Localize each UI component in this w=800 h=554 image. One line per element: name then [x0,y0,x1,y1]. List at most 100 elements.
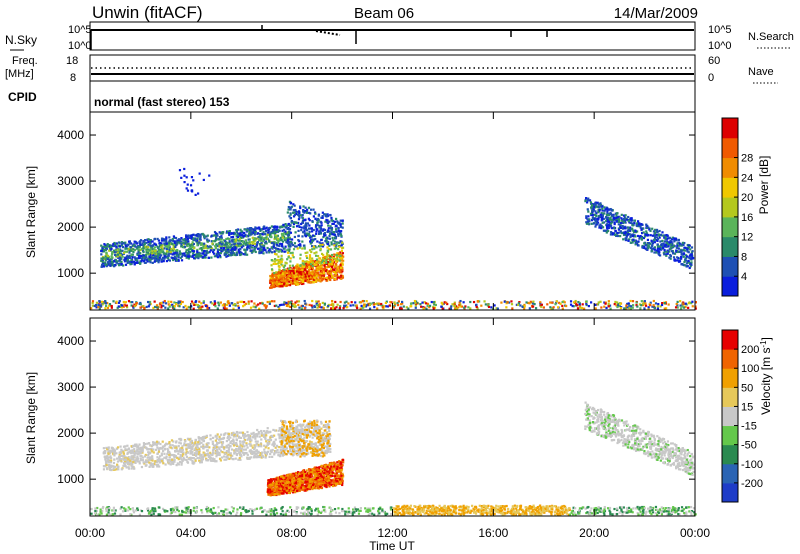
echo-cell [268,227,271,230]
echo-cell [327,304,330,308]
echo-cell [298,225,301,229]
echo-cell [426,304,429,307]
echo-cell [114,249,118,252]
echo-cell [124,247,127,250]
echo-cell [329,232,332,235]
echo-cell [283,239,287,242]
echo-cell [645,248,648,251]
echo-cell [329,278,332,282]
echo-cell [203,242,206,245]
echo-cell [166,244,169,248]
echo-cell [270,246,273,249]
echo-cell [261,249,264,252]
echo-cell [352,304,355,307]
echo-cell [196,244,199,247]
echo-cell [312,215,315,218]
echo-cell [636,224,639,228]
echo-cell [245,241,248,244]
colorbar-segment [722,216,738,238]
echo-cell [334,257,337,260]
echo-cell [195,254,198,257]
echo-cell [229,252,233,255]
echo-cell [177,300,180,303]
echo-cell [341,256,344,259]
nsearch-tick-top: 10^5 [708,24,732,36]
echo-cell [315,267,318,270]
echo-cell [283,279,286,282]
echo-cell [256,227,259,230]
echo-cell [264,240,268,243]
echo-cell [260,228,263,231]
echo-cell [605,219,608,223]
echo-cell [314,434,317,438]
echo-cell [145,241,148,244]
echo-cell [609,211,612,214]
echo-cell [173,236,176,239]
echo-cell [239,236,242,240]
echo-cell [312,228,315,232]
echo-cell [263,304,266,307]
echo-cell [304,228,308,231]
echo-cell [163,299,166,303]
echo-cell [321,215,324,218]
echo-cell [292,215,296,218]
echo-cell [388,304,391,307]
echo-cell [604,229,608,232]
echo-cell [99,304,102,307]
echo-cell [288,249,291,252]
echo-cell [673,237,676,240]
echo-cell [173,301,176,304]
echo-cell [455,307,458,310]
echo-cell [288,302,291,305]
echo-cell [334,236,337,239]
echo-cell [517,302,521,305]
echo-cell [180,176,183,179]
echo-cell [244,253,247,256]
echo-cell [297,270,301,274]
echo-cell [608,219,611,222]
echo-cell [291,251,294,254]
echo-cell [257,445,260,448]
echo-cell [300,222,303,226]
echo-cell [121,304,124,307]
echo-cell [458,301,461,304]
echo-cell [137,250,140,253]
echo-cell [464,305,467,308]
echo-cell [299,273,302,276]
echo-cell [618,305,621,308]
echo-cell [286,248,289,252]
echo-cell [158,252,161,255]
echo-cell [149,240,152,243]
echo-cell [143,238,147,242]
echo-cell [211,302,214,305]
echo-cell [624,221,627,224]
echo-cell [330,243,333,246]
echo-cell [569,300,573,303]
echo-cell [507,301,511,304]
echo-cell [112,300,115,303]
echo-cell [368,303,372,307]
echo-cell [653,246,657,249]
nave-tick-bottom: 0 [708,72,714,84]
echo-cell [662,243,665,246]
echo-cell [612,214,615,217]
echo-cell [320,265,323,268]
echo-cell [593,206,597,209]
echo-cell [311,238,314,241]
echo-cell [680,249,683,252]
echo-cell [260,246,263,249]
echo-cell [691,305,694,308]
echo-cell [561,304,564,308]
echo-cell [299,271,302,274]
echo-cell [621,224,624,228]
echo-cell [657,302,660,306]
date-title: 14/Mar/2009 [614,5,698,22]
echo-cell [233,243,236,246]
echo-cell [607,302,610,306]
echo-cell [213,303,216,306]
echo-cell [229,246,232,249]
echo-cell [496,307,499,310]
echo-cell [321,277,325,281]
echo-cell [274,275,277,278]
echo-cell [325,276,328,280]
